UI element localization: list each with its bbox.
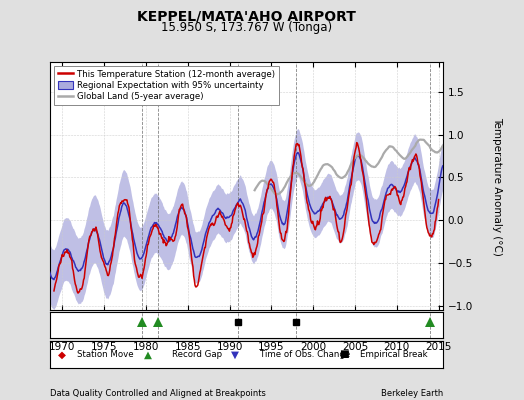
Text: ◆: ◆ xyxy=(58,350,66,359)
Text: 2010: 2010 xyxy=(384,342,410,352)
Text: 2015: 2015 xyxy=(425,342,452,352)
Text: 1985: 1985 xyxy=(174,342,201,352)
Text: 2005: 2005 xyxy=(342,342,368,352)
Text: 15.950 S, 173.767 W (Tonga): 15.950 S, 173.767 W (Tonga) xyxy=(161,21,332,34)
Text: Station Move: Station Move xyxy=(78,350,134,359)
Text: 2000: 2000 xyxy=(300,342,326,352)
Text: Record Gap: Record Gap xyxy=(172,350,222,359)
Text: 1975: 1975 xyxy=(91,342,117,352)
Text: Data Quality Controlled and Aligned at Breakpoints: Data Quality Controlled and Aligned at B… xyxy=(50,389,266,398)
Text: Empirical Break: Empirical Break xyxy=(361,350,428,359)
Text: Time of Obs. Change: Time of Obs. Change xyxy=(260,350,350,359)
Text: ▼: ▼ xyxy=(231,350,238,359)
Text: 1995: 1995 xyxy=(258,342,285,352)
Text: 1990: 1990 xyxy=(216,342,243,352)
Text: 1980: 1980 xyxy=(133,342,159,352)
Text: ▲: ▲ xyxy=(144,350,152,359)
Text: Berkeley Earth: Berkeley Earth xyxy=(380,389,443,398)
Y-axis label: Temperature Anomaly (°C): Temperature Anomaly (°C) xyxy=(493,116,503,256)
Text: ■: ■ xyxy=(339,350,348,359)
Legend: This Temperature Station (12-month average), Regional Expectation with 95% uncer: This Temperature Station (12-month avera… xyxy=(54,66,279,104)
Text: 1970: 1970 xyxy=(49,342,75,352)
Text: KEPPEL/MATA'AHO AIRPORT: KEPPEL/MATA'AHO AIRPORT xyxy=(137,10,356,24)
